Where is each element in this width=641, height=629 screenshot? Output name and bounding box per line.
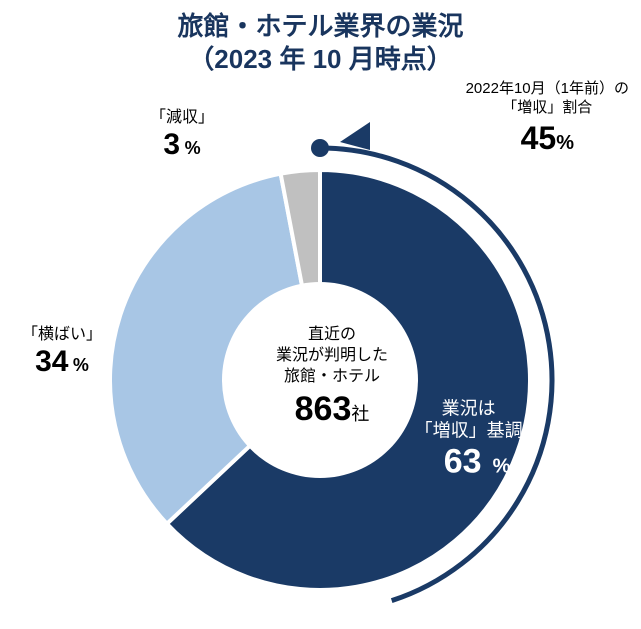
decrease-value: 3	[163, 128, 180, 161]
center-line-3: 旅館・ホテル	[232, 367, 432, 388]
center-number-row: 863社	[232, 387, 432, 431]
decrease-label-text: 「減収」	[150, 108, 214, 127]
decrease-pct: %	[185, 138, 201, 158]
chart-title: 旅館・ホテル業界の業況 （2023 年 10 月時点）	[0, 10, 641, 75]
flat-pct: %	[73, 355, 89, 375]
chart-container: 旅館・ホテル業界の業況 （2023 年 10 月時点） 業況は「増収」基調63%…	[0, 0, 641, 629]
flat-label: 「横ばい」 34 %	[22, 325, 102, 380]
prior-year-arc-dot	[311, 139, 329, 157]
decrease-label: 「減収」 3 %	[150, 108, 214, 163]
flat-label-text: 「横ばい」	[22, 325, 102, 344]
prior-value: 45	[521, 120, 557, 156]
prior-year-label: 2022年10月（1年前）の 「増収」割合 45%	[466, 80, 629, 158]
title-line-2: （2023 年 10 月時点）	[0, 43, 641, 76]
prior-year-pointer-icon	[340, 122, 370, 150]
flat-value-row: 34 %	[22, 344, 102, 380]
increase-label-line-1: 業況は	[442, 398, 496, 418]
center-number: 863	[295, 390, 352, 428]
increase-value: 63	[444, 442, 482, 480]
center-suffix: 社	[351, 404, 369, 424]
prior-pct: %	[556, 132, 574, 154]
prior-value-row: 45%	[466, 118, 629, 158]
prior-line-1: 2022年10月（1年前）の	[466, 80, 629, 99]
center-line-2: 業況が判明した	[232, 346, 432, 367]
decrease-value-row: 3 %	[150, 127, 214, 163]
center-line-1: 直近の	[232, 325, 432, 346]
increase-pct: %	[493, 455, 511, 477]
prior-line-2: 「増収」割合	[466, 99, 629, 118]
title-line-1: 旅館・ホテル業界の業況	[0, 10, 641, 43]
flat-value: 34	[35, 345, 68, 378]
center-label: 直近の 業況が判明した 旅館・ホテル 863社	[232, 325, 432, 432]
